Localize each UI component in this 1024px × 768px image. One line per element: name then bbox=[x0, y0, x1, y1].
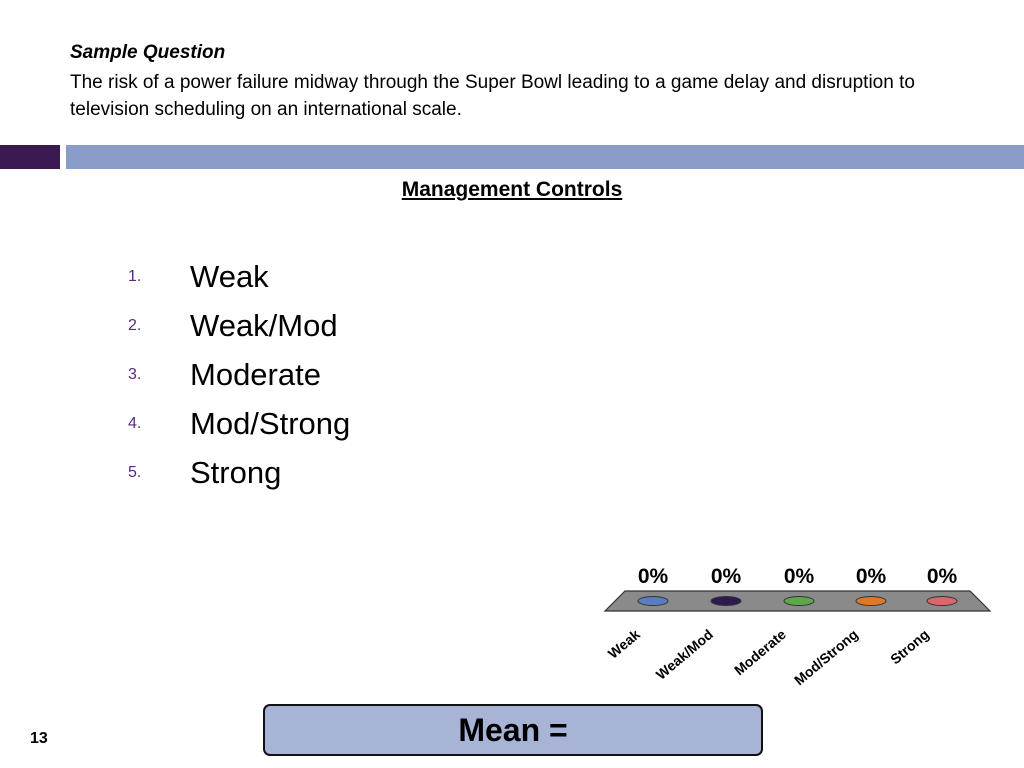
option-item[interactable]: 3. Moderate bbox=[128, 350, 350, 399]
option-number: 1. bbox=[128, 267, 142, 285]
section-title: Management Controls bbox=[401, 178, 623, 201]
chart-category-label: Weak bbox=[605, 626, 643, 662]
option-number: 5. bbox=[128, 463, 142, 481]
option-label: Weak/Mod bbox=[190, 307, 338, 343]
chart-category-label: Moderate bbox=[731, 626, 789, 678]
option-label: Moderate bbox=[190, 356, 321, 392]
chart-data-label: 0% bbox=[927, 565, 958, 588]
option-item[interactable]: 4. Mod/Strong bbox=[128, 399, 350, 448]
chart-category-label: Strong bbox=[887, 626, 932, 667]
chart-bar bbox=[926, 596, 958, 606]
chart-data-label: 0% bbox=[784, 565, 815, 588]
chart-category-label: Weak/Mod bbox=[653, 626, 716, 683]
chart-data-label: 0% bbox=[711, 565, 742, 588]
chart-bar bbox=[783, 596, 815, 606]
chart-data-label: 0% bbox=[638, 565, 669, 588]
page-number: 13 bbox=[30, 730, 48, 747]
mean-box: Mean = bbox=[263, 704, 763, 756]
chart-data-label: 0% bbox=[856, 565, 887, 588]
chart-category-label: Mod/Strong bbox=[791, 626, 861, 688]
header-bar bbox=[66, 145, 1024, 169]
option-label: Strong bbox=[190, 454, 282, 490]
option-label: Weak bbox=[190, 258, 269, 294]
chart-bar bbox=[637, 596, 669, 606]
options-list: 1. Weak 2. Weak/Mod 3. Moderate 4. Mod/S… bbox=[128, 252, 350, 497]
option-item[interactable]: 2. Weak/Mod bbox=[128, 301, 350, 350]
option-item[interactable]: 1. Weak bbox=[128, 252, 350, 301]
response-chart: 0% Weak 0% Weak/Mod 0% Moderate 0% Mod/Strong 0%… bbox=[603, 565, 992, 688]
option-number: 2. bbox=[128, 316, 142, 334]
mean-label: Mean = bbox=[458, 711, 568, 748]
header-bar-accent bbox=[0, 145, 60, 169]
chart-bar bbox=[710, 596, 742, 606]
question-text: The risk of a power failure midway throu… bbox=[70, 72, 915, 120]
chart-bar bbox=[855, 596, 887, 606]
question-title: Sample Question bbox=[70, 42, 226, 63]
option-number: 4. bbox=[128, 414, 142, 432]
option-label: Mod/Strong bbox=[190, 405, 351, 441]
option-item[interactable]: 5. Strong bbox=[128, 448, 350, 497]
option-number: 3. bbox=[128, 365, 142, 383]
